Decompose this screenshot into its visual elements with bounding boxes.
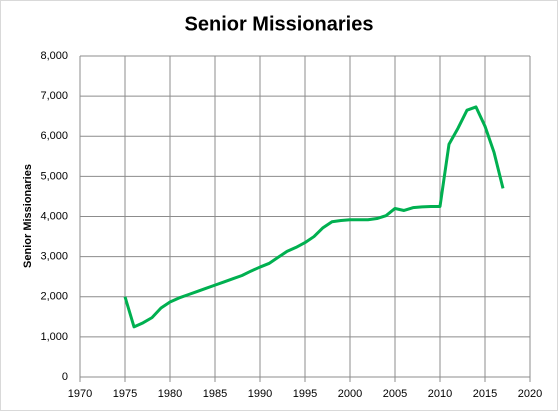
x-tick-label: 2020 bbox=[518, 388, 542, 400]
y-tick-label: 8,000 bbox=[40, 50, 68, 62]
data-line bbox=[123, 105, 505, 329]
chart-title: Senior Missionaries bbox=[185, 13, 374, 35]
x-tick-label: 1990 bbox=[248, 388, 272, 400]
y-tick-label: 5,000 bbox=[40, 170, 68, 182]
y-tick-label: 0 bbox=[62, 371, 68, 383]
x-tick-label: 2000 bbox=[338, 388, 362, 400]
y-tick-label: 4,000 bbox=[40, 210, 68, 222]
x-tick-label: 1985 bbox=[203, 388, 227, 400]
y-tick-label: 7,000 bbox=[40, 90, 68, 102]
x-tick-label: 2015 bbox=[473, 388, 497, 400]
x-tick-label: 2010 bbox=[428, 388, 452, 400]
y-tick-label: 1,000 bbox=[40, 331, 68, 343]
y-tick-label: 6,000 bbox=[40, 130, 68, 142]
y-tick-label: 2,000 bbox=[40, 291, 68, 303]
x-tick-label: 2005 bbox=[383, 388, 407, 400]
x-tick-label: 1980 bbox=[158, 388, 182, 400]
x-tick-label: 1970 bbox=[68, 388, 92, 400]
x-tick-label: 1995 bbox=[293, 388, 317, 400]
x-tick-label: 1975 bbox=[113, 388, 137, 400]
y-tick-label: 3,000 bbox=[40, 251, 68, 263]
y-axis-label: Senior Missionaries bbox=[22, 164, 34, 268]
